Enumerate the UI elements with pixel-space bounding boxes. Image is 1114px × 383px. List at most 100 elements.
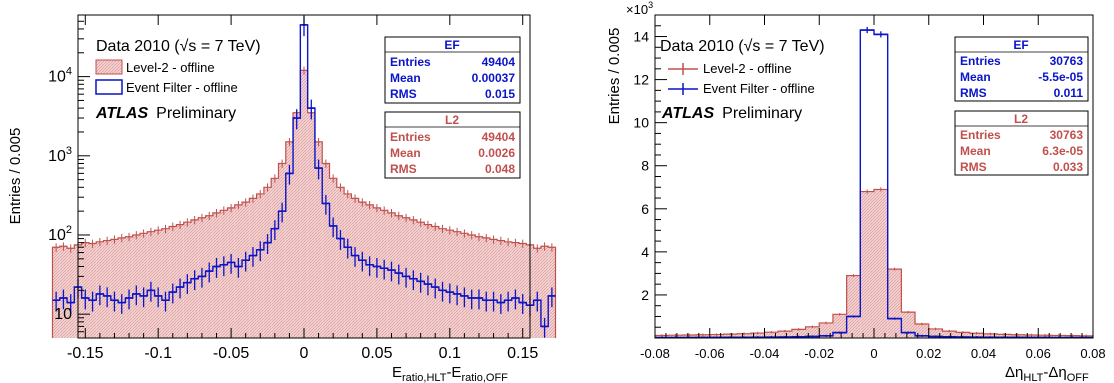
right-x-ticks: -0.08 -0.06 -0.04 -0.02 0 0.02 0.04 0.06 0.08 <box>640 15 1106 361</box>
x-tick-label: 0.1 <box>439 345 461 362</box>
left-atlas-label: ATLAS Preliminary <box>95 105 236 122</box>
level2-bin <box>271 178 279 338</box>
y-tick-label: 103 <box>48 145 72 165</box>
level2-bin <box>169 226 177 338</box>
level2-bin <box>139 233 148 338</box>
level2-bin <box>778 331 792 338</box>
level2-bin <box>256 193 264 338</box>
right-stats-l2-value: 6.3e-05 <box>1042 144 1083 158</box>
level2-bin <box>161 228 170 338</box>
level2-bin <box>336 187 345 338</box>
level2-bin <box>118 237 126 338</box>
right-atlas-label: ATLAS Preliminary <box>661 105 802 122</box>
right-stats-ef-key: Entries <box>960 54 1001 68</box>
x-tick-label: -0.02 <box>804 346 834 361</box>
right-stats-ef-value: -5.5e-05 <box>1038 70 1083 84</box>
level2-bin <box>468 234 476 338</box>
left-x-ticks: -0.15 -0.1 -0.05 0 0.05 0.1 0.15 <box>67 15 538 362</box>
x-tick-label: -0.06 <box>695 346 725 361</box>
right-stats-l2-value: 0.033 <box>1053 160 1083 174</box>
level2-bin <box>874 189 888 338</box>
level2-bin <box>263 187 272 338</box>
left-stats-l2-value: 0.048 <box>485 162 515 176</box>
y-tick-label: 4 <box>641 244 649 260</box>
left-stats-l2-value: 49404 <box>482 130 516 144</box>
level2-bin <box>67 248 75 338</box>
left-legend-title: Data 2010 (√s = 7 TeV) <box>96 38 261 55</box>
level2-bin <box>764 332 779 338</box>
level2-bin <box>154 230 162 338</box>
left-stats-l2-key: Entries <box>390 130 431 144</box>
level2-bin <box>819 322 833 338</box>
level2-bin <box>278 163 286 338</box>
level2-bin <box>846 275 861 338</box>
left-y-axis-label: Entries / 0.005 <box>7 128 24 225</box>
right-stats-ef-value: 30763 <box>1050 54 1084 68</box>
right-legend-ef-label: Event Filter - offline <box>703 81 815 96</box>
left-legend-ef-swatch <box>95 79 123 95</box>
left-chart: -0.15 -0.1 -0.05 0 0.05 0.1 0.15 10 102 103 104 E… <box>7 14 557 383</box>
left-stats-l2-key: Mean <box>390 146 421 160</box>
level2-bin <box>351 198 359 338</box>
level2-bin <box>293 112 301 338</box>
level2-outline <box>51 69 557 338</box>
right-y-multiplier: ×103 <box>626 0 653 17</box>
right-level2-histogram <box>654 187 1094 338</box>
level2-bin <box>997 334 1011 338</box>
x-tick-label: 0.15 <box>507 345 538 362</box>
level2-bin <box>460 233 469 338</box>
y-tick-label: 14 <box>633 29 649 45</box>
level2-bin <box>540 246 549 338</box>
x-tick-label: -0.15 <box>67 345 104 362</box>
x-tick-label: 0.06 <box>1026 346 1051 361</box>
right-chart: -0.08 -0.06 -0.04 -0.02 0 0.02 0.04 0.06 0.08 2 4… <box>606 0 1106 383</box>
level2-bin <box>887 269 902 338</box>
level2-bin <box>125 236 133 338</box>
right-stats-l2: L2 Entries 30763 Mean 6.3e-05 RMS 0.033 <box>954 110 1089 176</box>
level2-bin <box>519 243 527 338</box>
x-tick-label: -0.04 <box>750 346 780 361</box>
level2-outline <box>654 188 1094 338</box>
right-stats-ef-key: Mean <box>960 70 991 84</box>
y-tick-label: 102 <box>48 224 72 244</box>
x-tick-label: -0.1 <box>144 345 172 362</box>
level2-bin <box>453 231 461 338</box>
right-stats-ef: EF Entries 30763 Mean -5.5e-05 RMS 0.011 <box>954 36 1089 102</box>
ef-outline <box>655 29 1093 339</box>
level2-bin <box>329 178 337 338</box>
y-tick-label: 6 <box>641 201 649 217</box>
level2-bin <box>969 333 984 338</box>
right-stats-ef-key: RMS <box>960 86 987 100</box>
x-tick-label: 0.04 <box>971 346 996 361</box>
left-legend-level2-label: Level-2 - offline <box>126 60 215 75</box>
y-tick-label: 8 <box>641 158 649 174</box>
level2-bin <box>475 236 483 338</box>
level2-bin <box>88 243 97 338</box>
left-stats-ef-key: Entries <box>390 55 431 69</box>
x-tick-label: 0.02 <box>916 346 941 361</box>
level2-bin <box>723 334 738 338</box>
level2-bin <box>504 241 512 338</box>
y-tick-label: 10 <box>54 306 72 323</box>
level2-bin <box>956 332 970 338</box>
level2-bin <box>314 141 323 338</box>
level2-bin <box>791 329 806 338</box>
left-stats-l2-value: 0.0026 <box>478 146 515 160</box>
right-legend-level2-label: Level-2 - offline <box>703 61 792 76</box>
level2-bin <box>709 334 724 338</box>
level2-bin <box>737 333 751 338</box>
ef-outline <box>52 24 556 328</box>
level2-bin <box>322 163 330 338</box>
right-y-axis-label: Entries / 0.005 <box>606 28 623 125</box>
right-stats-ef-value: 0.011 <box>1054 86 1084 100</box>
level2-bin <box>928 328 943 338</box>
level2-bin <box>482 237 490 338</box>
level2-bin <box>110 239 119 338</box>
right-stats-l2-key: Mean <box>960 144 991 158</box>
level2-bin <box>489 239 498 338</box>
y-tick-label: 104 <box>48 66 72 86</box>
right-y-ticks: 2 4 6 8 10 12 14 <box>633 25 667 328</box>
y-tick-label: 12 <box>633 72 649 88</box>
left-stats-ef-key: RMS <box>390 87 417 101</box>
